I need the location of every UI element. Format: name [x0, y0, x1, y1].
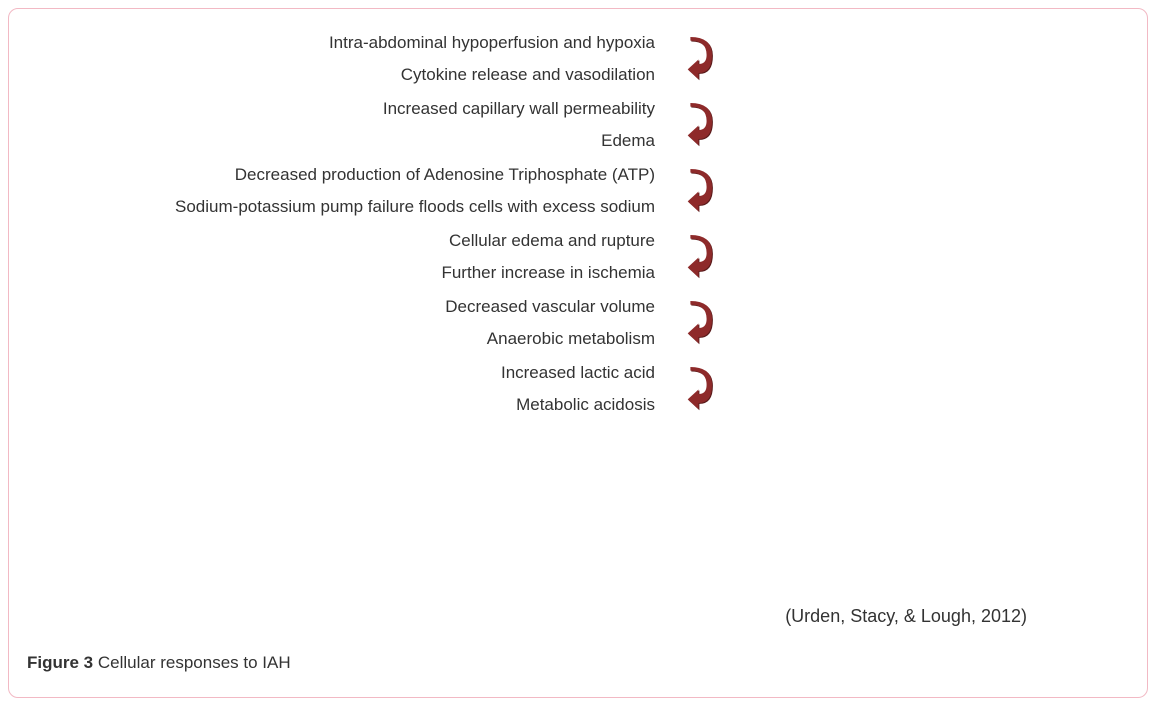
citation-text: (Urden, Stacy, & Lough, 2012) — [785, 606, 1027, 627]
figure-container: Intra-abdominal hypoperfusion and hypoxi… — [8, 8, 1148, 698]
curved-arrow-icon — [685, 37, 715, 83]
flow-pair: Decreased production of Adenosine Tripho… — [9, 159, 1147, 225]
flow-pair: Intra-abdominal hypoperfusion and hypoxi… — [9, 27, 1147, 93]
flow-step-text: Decreased vascular volume — [445, 297, 655, 317]
flow-step-text: Further increase in ischemia — [441, 263, 655, 283]
curved-arrow-icon — [685, 235, 715, 281]
flow-step-text: Increased capillary wall permeability — [383, 99, 655, 119]
flow-step-text: Edema — [601, 131, 655, 151]
flow-step-text: Decreased production of Adenosine Tripho… — [235, 165, 655, 185]
curved-arrow-icon — [685, 103, 715, 149]
curved-arrow-icon — [685, 169, 715, 215]
figure-caption: Figure 3 Cellular responses to IAH — [27, 653, 291, 673]
flow-step-text: Cellular edema and rupture — [449, 231, 655, 251]
flow-step-text: Cytokine release and vasodilation — [401, 65, 655, 85]
flow-step-text: Metabolic acidosis — [516, 395, 655, 415]
figure-caption-text: Cellular responses to IAH — [98, 653, 291, 672]
curved-arrow-icon — [685, 301, 715, 347]
flow-pair: Cellular edema and rupture Further incre… — [9, 225, 1147, 291]
figure-number: Figure 3 — [27, 653, 93, 672]
flow-step-text: Anaerobic metabolism — [487, 329, 655, 349]
flow-diagram: Intra-abdominal hypoperfusion and hypoxi… — [9, 27, 1147, 423]
flow-pair: Increased capillary wall permeability Ed… — [9, 93, 1147, 159]
flow-step-text: Increased lactic acid — [501, 363, 655, 383]
flow-pair: Increased lactic acid Metabolic acidosis — [9, 357, 1147, 423]
curved-arrow-icon — [685, 367, 715, 413]
flow-step-text: Sodium-potassium pump failure floods cel… — [175, 197, 655, 217]
flow-step-text: Intra-abdominal hypoperfusion and hypoxi… — [329, 33, 655, 53]
flow-pair: Decreased vascular volume Anaerobic meta… — [9, 291, 1147, 357]
